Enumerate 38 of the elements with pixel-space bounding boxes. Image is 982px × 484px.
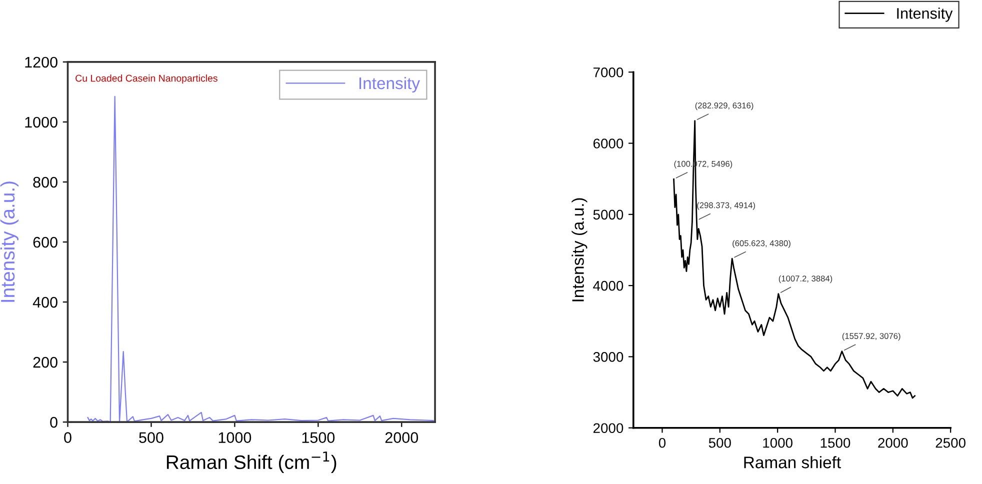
y-axis-title: Intensity (a.u.) bbox=[0, 182, 18, 302]
legend-label: Intensity bbox=[360, 76, 420, 92]
line-series bbox=[87, 96, 434, 422]
x-tick-label: 2000 bbox=[385, 432, 418, 443]
y-tick-label: 800 bbox=[33, 176, 58, 188]
line-series bbox=[673, 120, 916, 399]
y-tick-label: 5000 bbox=[593, 210, 624, 220]
y-tick-label: 1200 bbox=[25, 56, 58, 68]
y-axis-title: Intensity (a.u.) bbox=[572, 198, 588, 302]
annotation: (1557.92, 3076) bbox=[842, 332, 900, 341]
y-tick-label: 200 bbox=[33, 356, 58, 368]
annotation: (605.623, 4380) bbox=[732, 240, 790, 248]
x-tick-label: 0 bbox=[658, 438, 666, 448]
x-tick-label: 500 bbox=[139, 432, 164, 443]
y-tick-label: 2000 bbox=[593, 423, 624, 434]
annotation: (298.373, 4914) bbox=[697, 202, 755, 210]
y-tick-label: 1000 bbox=[25, 116, 58, 128]
text: Cu Loaded Casein Nanoparticles bbox=[76, 74, 218, 84]
y-tick-label: 4000 bbox=[593, 280, 624, 291]
y-tick-label: 0 bbox=[50, 416, 58, 428]
x-tick-label: 0 bbox=[64, 432, 72, 443]
x-axis-title: Raman Shift (cm$^{−1}$) bbox=[166, 452, 336, 473]
x-tick-label: 2000 bbox=[878, 438, 908, 448]
x-axis-title: Raman shieft bbox=[744, 456, 841, 468]
y-tick-label: 600 bbox=[33, 236, 58, 248]
x-tick-label: 2500 bbox=[936, 438, 966, 448]
x-tick-label: 500 bbox=[708, 438, 731, 448]
x-tick-label: 1000 bbox=[218, 432, 252, 443]
y-tick-label: 400 bbox=[32, 296, 58, 308]
legend-label: Intensity bbox=[897, 8, 953, 22]
x-tick-label: 1500 bbox=[820, 438, 850, 448]
y-tick-label: 7000 bbox=[593, 67, 624, 78]
y-tick-label: 6000 bbox=[593, 138, 624, 148]
annotation: (282.929, 6316) bbox=[695, 102, 754, 110]
y-tick-label: 3000 bbox=[593, 352, 624, 362]
annotation: (1007.2, 3884) bbox=[778, 275, 832, 284]
x-tick-label: 1500 bbox=[302, 432, 335, 443]
x-tick-label: 1000 bbox=[763, 438, 792, 448]
